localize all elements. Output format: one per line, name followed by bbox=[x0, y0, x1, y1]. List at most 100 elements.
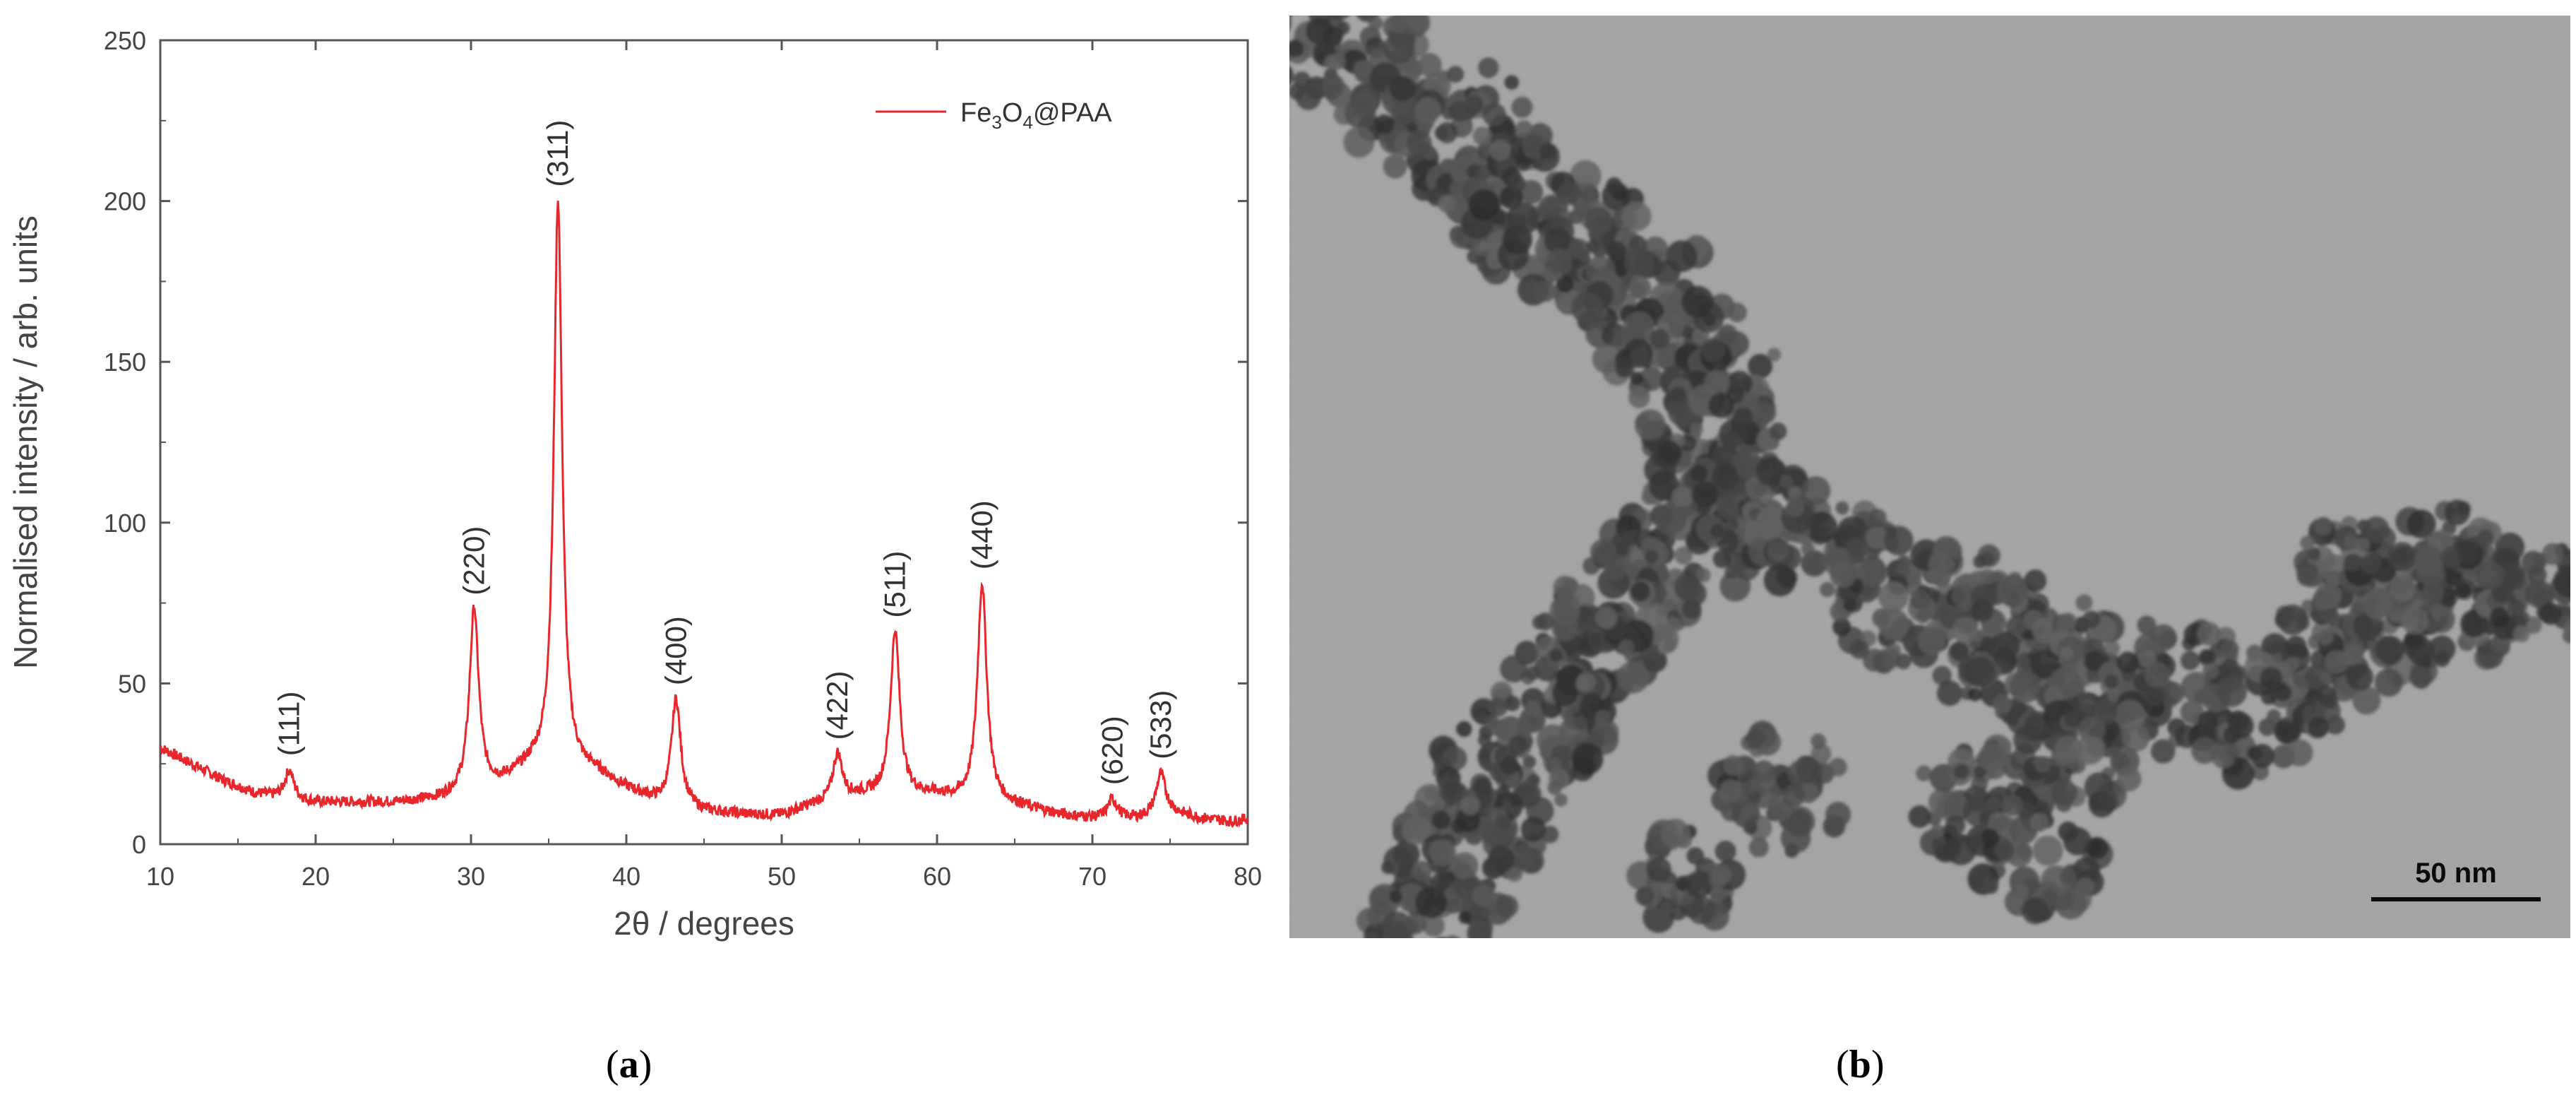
nanoparticle bbox=[1368, 16, 1383, 30]
nanoparticle bbox=[2421, 582, 2445, 605]
nanoparticle bbox=[1482, 102, 1506, 126]
nanoparticle bbox=[2084, 651, 2104, 671]
nanoparticle bbox=[2144, 661, 2170, 688]
nanoparticle bbox=[1630, 347, 1650, 367]
x-axis-title: 2θ / degrees bbox=[614, 905, 794, 942]
nanoparticle bbox=[1832, 617, 1852, 637]
nanoparticle bbox=[1763, 564, 1796, 597]
nanoparticle bbox=[2521, 550, 2546, 575]
nanoparticle bbox=[1604, 559, 1626, 581]
nanoparticle bbox=[1436, 122, 1458, 143]
nanoparticle bbox=[1753, 482, 1767, 497]
legend-label: Fe3O4@PAA bbox=[960, 98, 1112, 133]
nanoparticle bbox=[1949, 641, 1969, 662]
nanoparticle bbox=[1930, 824, 1945, 839]
nanoparticle bbox=[1660, 818, 1690, 848]
tem-micrograph: 50 nm bbox=[1289, 16, 2570, 938]
nanoparticle bbox=[2414, 545, 2444, 575]
nanoparticle bbox=[1630, 372, 1644, 385]
nanoparticle bbox=[2355, 537, 2370, 552]
nanoparticle bbox=[1401, 16, 1431, 37]
nanoparticle bbox=[1595, 607, 1618, 629]
nanoparticle bbox=[1488, 697, 1508, 718]
nanoparticle bbox=[1628, 386, 1650, 408]
nanoparticle bbox=[1611, 531, 1635, 557]
nanoparticle bbox=[2122, 724, 2150, 752]
nanoparticle bbox=[1786, 498, 1805, 517]
nanoparticle bbox=[1624, 247, 1655, 278]
nanoparticle bbox=[1909, 588, 1931, 610]
nanoparticle bbox=[1500, 655, 1527, 683]
nanoparticle bbox=[1328, 16, 1349, 20]
y-tick-label: 0 bbox=[132, 830, 146, 859]
chart-legend: Fe3O4@PAA bbox=[876, 98, 1112, 133]
nanoparticle bbox=[1945, 815, 1966, 836]
nanoparticle bbox=[1414, 97, 1441, 124]
legend-paa: @PAA bbox=[1033, 98, 1112, 128]
nanoparticle bbox=[1295, 84, 1321, 110]
y-tick-label: 200 bbox=[104, 187, 146, 216]
nanoparticle bbox=[1422, 914, 1445, 937]
peak-label: (220) bbox=[457, 526, 490, 596]
nanoparticle bbox=[1616, 661, 1650, 694]
nanoparticle bbox=[1516, 155, 1532, 172]
nanoparticle bbox=[2225, 745, 2239, 759]
nanoparticle bbox=[1722, 755, 1743, 776]
nanoparticle bbox=[2160, 630, 2178, 648]
nanoparticle bbox=[1383, 154, 1407, 179]
nanoparticle bbox=[1487, 846, 1515, 873]
nanoparticle bbox=[1504, 695, 1520, 711]
nanoparticle bbox=[1534, 280, 1556, 302]
nanoparticle bbox=[2409, 665, 2433, 689]
x-tick-label: 20 bbox=[302, 862, 330, 891]
nanoparticle bbox=[1908, 805, 1931, 828]
panel-caption-a-letter: a bbox=[619, 1043, 639, 1087]
nanoparticle bbox=[1584, 206, 1612, 235]
x-tick-label: 70 bbox=[1078, 862, 1107, 891]
y-axis-title: Normalised intensity / arb. units bbox=[7, 215, 44, 669]
nanoparticle bbox=[1745, 729, 1765, 749]
nanoparticle bbox=[2217, 676, 2247, 707]
nanoparticle bbox=[1952, 617, 1979, 644]
legend-sub-4: 4 bbox=[1022, 112, 1032, 133]
nanoparticle bbox=[2318, 629, 2334, 646]
y-tick-label: 150 bbox=[104, 348, 146, 377]
nanoparticle bbox=[1980, 829, 2000, 848]
nanoparticle bbox=[2445, 571, 2461, 587]
nanoparticle bbox=[1439, 779, 1464, 804]
nanoparticle bbox=[2079, 702, 2096, 719]
nanoparticle bbox=[1645, 339, 1675, 368]
nanoparticle bbox=[1390, 76, 1416, 102]
peak-label: (620) bbox=[1096, 716, 1129, 785]
x-tick-label: 30 bbox=[457, 862, 485, 891]
nanoparticle bbox=[1767, 540, 1789, 562]
nanoparticle bbox=[1473, 777, 1493, 796]
nanoparticle bbox=[2219, 639, 2239, 659]
xrd-chart-panel: 10 20 30 40 50 60 70 80 0 50 100 150 200 250 (111) (22… bbox=[0, 0, 1271, 989]
nanoparticle bbox=[2260, 666, 2283, 689]
nanoparticle bbox=[1554, 793, 1568, 807]
nanoparticle bbox=[1417, 52, 1442, 78]
nanoparticle bbox=[1669, 386, 1687, 404]
nanoparticle bbox=[1463, 877, 1478, 891]
nanoparticle bbox=[1344, 97, 1376, 129]
panel-caption-b: (b) bbox=[1836, 1043, 1885, 1087]
nanoparticle bbox=[2151, 739, 2176, 764]
nanoparticle bbox=[1289, 65, 1294, 85]
nanoparticle bbox=[2300, 535, 2315, 550]
nanoparticle bbox=[1659, 901, 1674, 916]
x-tick-label: 60 bbox=[923, 862, 951, 891]
nanoparticle bbox=[1548, 757, 1562, 771]
nanoparticle bbox=[1711, 865, 1731, 886]
nanoparticle bbox=[2022, 896, 2049, 925]
nanoparticle bbox=[2116, 651, 2139, 674]
nanoparticle bbox=[1717, 324, 1738, 344]
nanoparticle bbox=[1657, 441, 1681, 463]
nanoparticle bbox=[1779, 475, 1794, 488]
nanoparticle bbox=[1517, 720, 1534, 737]
nanoparticle bbox=[1628, 276, 1652, 300]
nanoparticle bbox=[2073, 856, 2101, 884]
nanoparticle bbox=[2064, 711, 2082, 728]
peak-label: (111) bbox=[273, 691, 306, 756]
nanoparticle bbox=[2024, 569, 2047, 593]
